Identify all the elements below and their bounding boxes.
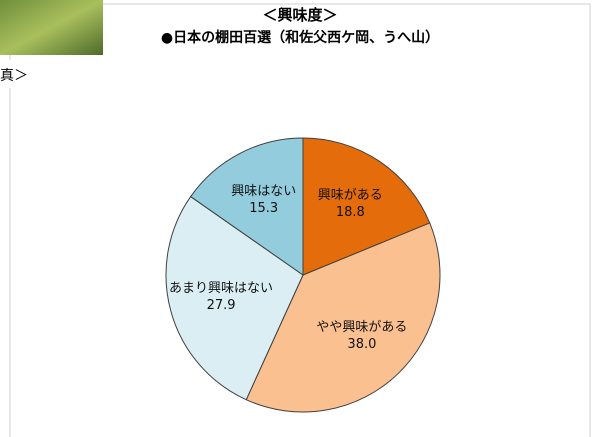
photo: [0, 0, 103, 55]
pie-slice: [302, 137, 431, 276]
pie-slice: [189, 137, 304, 276]
chart-subtitle: ●日本の棚田百選（和佐父西ケ岡、うへ山）: [161, 29, 439, 46]
pie-slice: [165, 195, 304, 401]
slice-category: 興味がある: [317, 188, 383, 204]
slice-value: 18.8: [335, 205, 365, 221]
chart-title: ＜興味度＞: [262, 6, 337, 24]
caption-bg: [0, 60, 40, 88]
pie-slice: [245, 222, 441, 413]
slice-category: 興味はない: [231, 183, 297, 199]
slice-label: やや興味がある 38.0: [309, 319, 415, 353]
slice-value: 27.9: [206, 298, 236, 314]
slice-value: 15.3: [249, 200, 279, 216]
slice-value: 38.0: [347, 337, 377, 353]
slice-label: あまり興味はない 27.9: [168, 280, 274, 314]
slice-category: やや興味がある: [316, 320, 408, 336]
slice-category: あまり興味はない: [169, 281, 274, 297]
slice-label: 興味はない 15.3: [211, 183, 317, 217]
caption: 真＞: [0, 68, 28, 84]
slice-label: 興味がある 18.8: [297, 187, 403, 221]
